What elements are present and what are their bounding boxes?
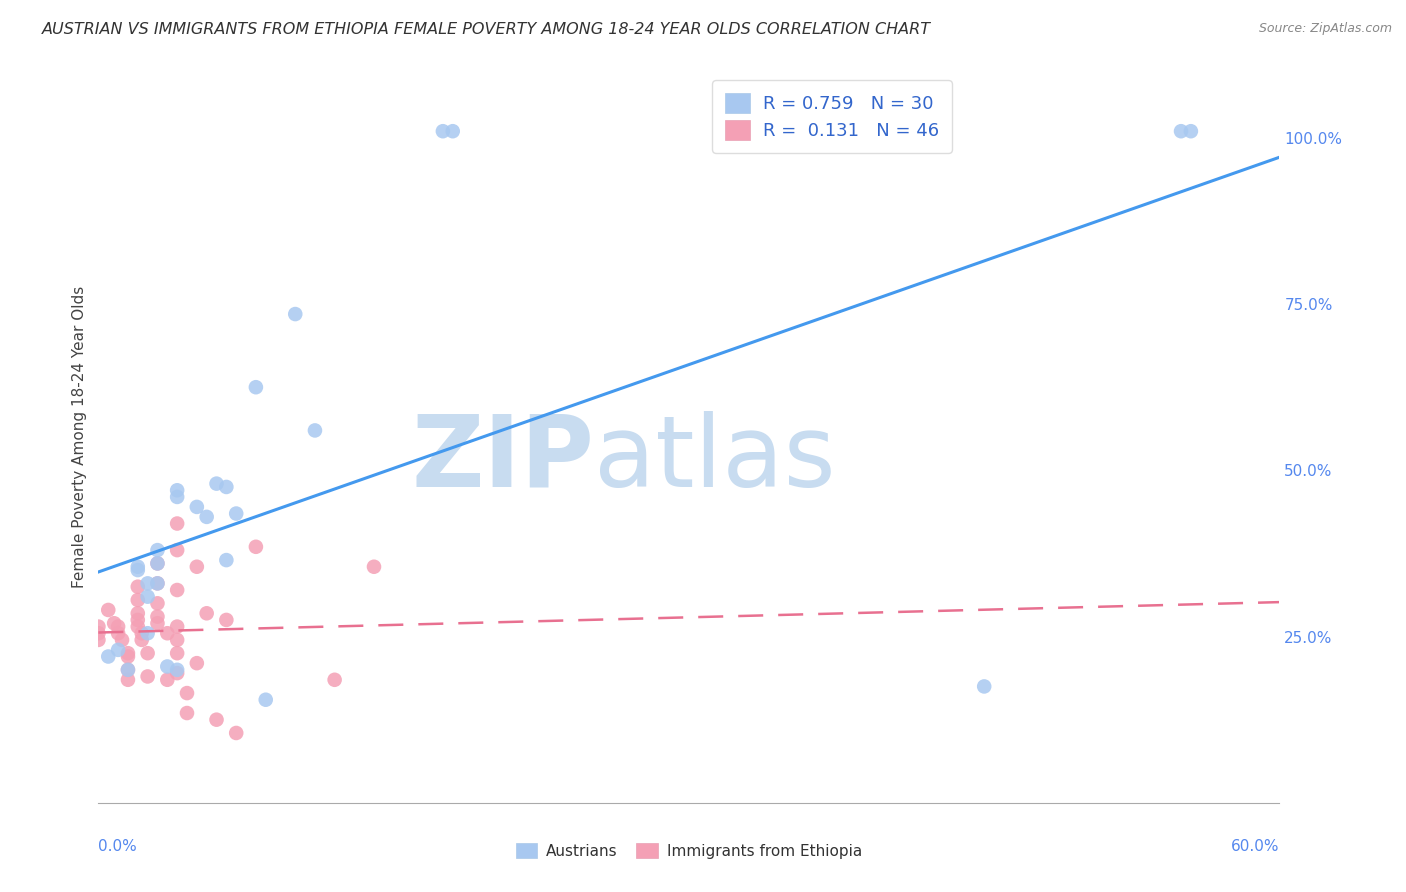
Point — [215, 480, 238, 494]
Point — [146, 596, 169, 610]
Text: ZIP: ZIP — [412, 410, 595, 508]
Point — [166, 543, 188, 558]
Point — [117, 673, 139, 687]
Text: atlas: atlas — [595, 410, 837, 508]
Point — [1170, 124, 1192, 138]
Text: 60.0%: 60.0% — [1232, 839, 1279, 855]
Point — [117, 663, 139, 677]
Point — [117, 646, 139, 660]
Point — [166, 646, 188, 660]
Point — [186, 500, 208, 514]
Legend: Austrians, Immigrants from Ethiopia: Austrians, Immigrants from Ethiopia — [509, 837, 869, 864]
Point — [186, 656, 208, 670]
Point — [176, 706, 198, 720]
Point — [195, 509, 218, 524]
Text: 0.0%: 0.0% — [98, 839, 138, 855]
Point — [127, 563, 149, 577]
Point — [254, 692, 277, 706]
Point — [146, 616, 169, 631]
Point — [146, 557, 169, 571]
Point — [97, 603, 120, 617]
Point — [166, 663, 188, 677]
Point — [304, 424, 326, 438]
Point — [146, 576, 169, 591]
Point — [146, 557, 169, 571]
Y-axis label: Female Poverty Among 18-24 Year Olds: Female Poverty Among 18-24 Year Olds — [72, 286, 87, 588]
Point — [111, 632, 134, 647]
Point — [117, 649, 139, 664]
Point — [323, 673, 346, 687]
Point — [97, 649, 120, 664]
Point — [127, 559, 149, 574]
Point — [136, 669, 159, 683]
Point — [127, 619, 149, 633]
Point — [127, 580, 149, 594]
Point — [1180, 124, 1202, 138]
Point — [166, 632, 188, 647]
Point — [245, 380, 267, 394]
Point — [225, 726, 247, 740]
Point — [136, 576, 159, 591]
Point — [131, 632, 153, 647]
Point — [441, 124, 464, 138]
Point — [245, 540, 267, 554]
Point — [87, 619, 110, 633]
Point — [166, 666, 188, 681]
Point — [107, 626, 129, 640]
Point — [107, 643, 129, 657]
Point — [215, 613, 238, 627]
Text: Source: ZipAtlas.com: Source: ZipAtlas.com — [1258, 22, 1392, 36]
Point — [205, 476, 228, 491]
Point — [195, 607, 218, 621]
Point — [176, 686, 198, 700]
Point — [127, 607, 149, 621]
Point — [146, 543, 169, 558]
Point — [166, 619, 188, 633]
Point — [136, 626, 159, 640]
Point — [156, 626, 179, 640]
Point — [103, 616, 125, 631]
Point — [127, 613, 149, 627]
Point — [363, 559, 385, 574]
Point — [107, 619, 129, 633]
Point — [146, 576, 169, 591]
Point — [127, 593, 149, 607]
Point — [166, 490, 188, 504]
Point — [432, 124, 454, 138]
Point — [284, 307, 307, 321]
Point — [166, 582, 188, 597]
Point — [146, 609, 169, 624]
Point — [156, 659, 179, 673]
Point — [131, 626, 153, 640]
Point — [166, 483, 188, 498]
Text: AUSTRIAN VS IMMIGRANTS FROM ETHIOPIA FEMALE POVERTY AMONG 18-24 YEAR OLDS CORREL: AUSTRIAN VS IMMIGRANTS FROM ETHIOPIA FEM… — [42, 22, 931, 37]
Point — [215, 553, 238, 567]
Point — [225, 507, 247, 521]
Point — [87, 632, 110, 647]
Point — [136, 646, 159, 660]
Point — [117, 663, 139, 677]
Point — [166, 516, 188, 531]
Point — [205, 713, 228, 727]
Point — [973, 680, 995, 694]
Point — [186, 559, 208, 574]
Point — [87, 626, 110, 640]
Point — [156, 673, 179, 687]
Point — [136, 590, 159, 604]
